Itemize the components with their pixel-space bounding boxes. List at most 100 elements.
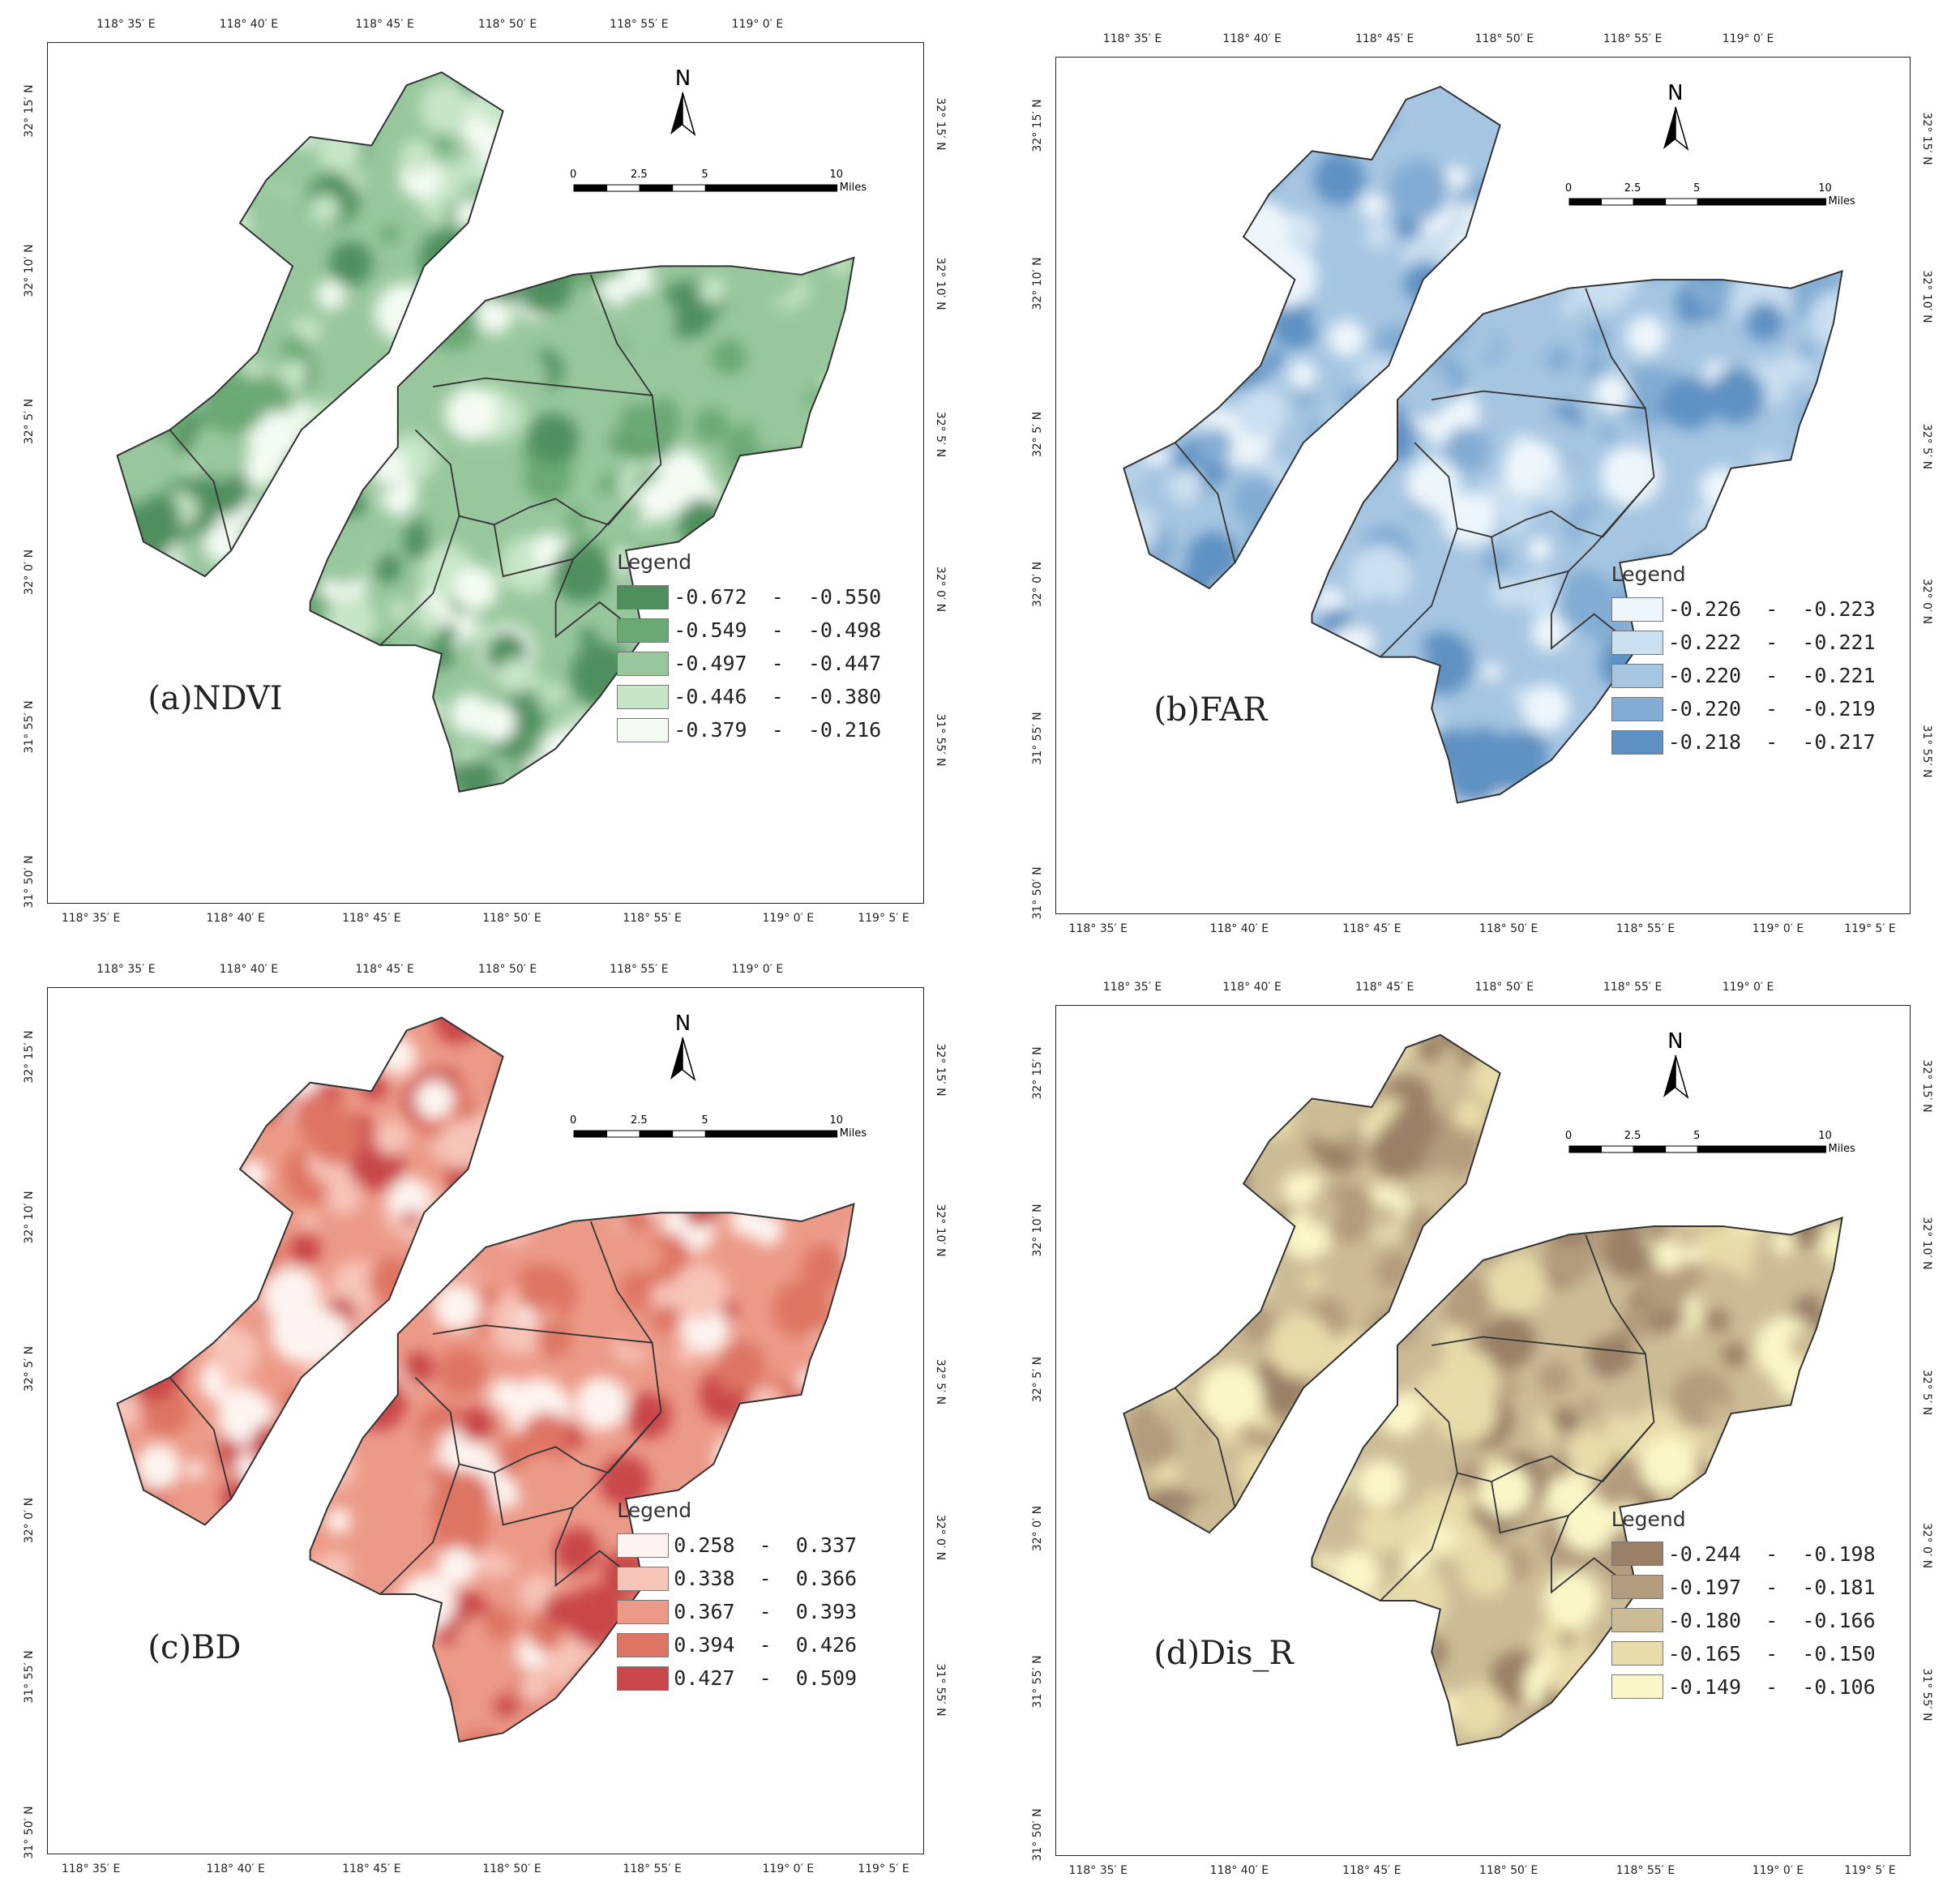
longitude-tick-top: 118° 35′ E (96, 18, 156, 31)
longitude-tick-top: 118° 45′ E (355, 18, 414, 31)
legend-item: -0.672 - -0.550 (617, 580, 881, 614)
scale-label: 2.5 (1624, 182, 1641, 195)
district-map (1123, 85, 1843, 804)
latitude-tick-left: 32° 15′ N (23, 84, 36, 138)
latitude-tick-left: 32° 5′ N (1031, 411, 1044, 457)
longitude-tick-bottom: 118° 55′ E (1616, 922, 1675, 935)
legend-swatch (617, 684, 670, 709)
district-boundary (1431, 1336, 1645, 1355)
legend-item: -0.226 - -0.223 (1611, 592, 1876, 626)
longitude-tick-top: 118° 40′ E (219, 18, 279, 31)
longitude-tick-top: 118° 35′ E (1102, 32, 1162, 45)
district-boundary (589, 274, 662, 465)
legend-range: -0.218 - -0.217 (1667, 730, 1876, 755)
longitude-tick-bottom: 118° 45′ E (342, 912, 401, 925)
longitude-tick-bottom: 118° 50′ E (1479, 922, 1538, 935)
legend-range: -0.244 - -0.198 (1667, 1542, 1876, 1566)
latitude-tick-left: 31° 50′ N (1031, 866, 1044, 920)
longitude-tick-top: 118° 45′ E (1354, 32, 1414, 45)
legend-title: Legend (617, 550, 692, 575)
latitude-tick-left: 32° 5′ N (1031, 1356, 1044, 1403)
longitude-tick-bottom: 119° 0′ E (1752, 1864, 1804, 1877)
latitude-tick-left: 32° 10′ N (1031, 1204, 1044, 1257)
latitude-tick-left: 31° 55′ N (1031, 712, 1044, 765)
legend-swatch (1611, 630, 1663, 655)
west-district-outline (1123, 1033, 1501, 1534)
legend-swatch (1611, 1674, 1663, 1699)
scale-bar: 0 2.5 5 10 Miles (1565, 181, 1874, 213)
longitude-tick-bottom: 118° 50′ E (482, 1862, 541, 1875)
legend-range: 0.367 - 0.393 (674, 1600, 858, 1624)
district-boundary (1431, 390, 1645, 409)
longitude-tick-top: 119° 0′ E (1722, 981, 1774, 994)
longitude-tick-top: 118° 55′ E (1603, 981, 1663, 994)
longitude-tick-top: 118° 40′ E (1222, 981, 1282, 994)
west-district-outline (116, 71, 504, 578)
longitude-tick-bottom: 119° 0′ E (1752, 922, 1804, 935)
latitude-tick-left: 31° 55′ N (23, 700, 36, 754)
scale-bar-graphic (1568, 198, 1826, 206)
longitude-tick-bottom: 118° 35′ E (61, 1862, 121, 1875)
latitude-tick-left: 32° 15′ N (23, 1030, 36, 1084)
longitude-tick-top: 119° 0′ E (731, 18, 784, 31)
legend-range: -0.549 - -0.498 (674, 618, 882, 643)
legend-swatch (1611, 729, 1663, 755)
scale-label: 0 (1564, 1130, 1573, 1143)
district-boundary (432, 377, 653, 396)
legend-title: Legend (617, 1499, 692, 1523)
panel-label: (a)NDVI (148, 679, 283, 717)
longitude-tick-bottom: 118° 55′ E (1616, 1864, 1675, 1877)
scale-bar-graphic (573, 1130, 838, 1138)
legend-item: -0.220 - -0.221 (1611, 659, 1876, 692)
map-panel-a: 118° 35′ E 118° 40′ E 118° 45′ E 118° 50′ E… (23, 18, 947, 925)
legend-item: -0.165 - -0.150 (1611, 1637, 1876, 1670)
longitude-tick-bottom: 118° 40′ E (1209, 922, 1269, 935)
longitude-tick-top: 118° 50′ E (1474, 981, 1534, 994)
latitude-tick-left: 31° 55′ N (1031, 1655, 1044, 1708)
longitude-tick-top: 119° 0′ E (1722, 32, 1774, 45)
latitude-tick-right: 31° 55′ N (934, 1663, 947, 1717)
longitude-tick-bottom: 118° 40′ E (206, 1862, 265, 1875)
longitude-tick-bottom: 118° 40′ E (1209, 1864, 1269, 1877)
district-boundary (1551, 1515, 1637, 1594)
longitude-tick-top: 118° 35′ E (1102, 981, 1162, 994)
north-letter: N (674, 66, 691, 91)
latitude-tick-right: 32° 15′ N (1920, 1059, 1933, 1113)
legend-title: Legend (1611, 1507, 1686, 1531)
latitude-tick-right: 32° 10′ N (1920, 1217, 1933, 1270)
scale-bar-graphic (573, 184, 838, 192)
longitude-tick-top: 118° 45′ E (1354, 981, 1414, 994)
legend-item: -0.180 - -0.166 (1611, 1604, 1876, 1637)
legend-range: -0.446 - -0.380 (674, 685, 882, 709)
legend-swatch (617, 1566, 670, 1591)
scale-label: 2.5 (630, 169, 648, 182)
district-boundary (1551, 571, 1637, 650)
legend-swatch (617, 584, 670, 609)
latitude-tick-right: 32° 5′ N (1920, 1369, 1933, 1415)
longitude-tick-bottom: 119° 5′ E (858, 912, 909, 925)
legend-range: 0.394 - 0.426 (674, 1633, 858, 1657)
scale-label: 5 (701, 1114, 708, 1127)
latitude-tick-left: 32° 0′ N (1031, 1505, 1044, 1551)
legend-swatch (617, 1666, 670, 1691)
scale-label: 2.5 (1624, 1130, 1641, 1143)
longitude-tick-top: 119° 0′ E (731, 963, 784, 976)
legend-item: -0.197 - -0.181 (1611, 1571, 1876, 1604)
panel-label: (b)FAR (1153, 691, 1268, 729)
longitude-tick-bottom: 118° 35′ E (1068, 922, 1128, 935)
latitude-tick-right: 32° 10′ N (934, 1204, 947, 1257)
legend-range: -0.165 - -0.150 (1667, 1641, 1876, 1666)
scale-label: 0 (570, 1114, 577, 1127)
legend-swatch (617, 1599, 670, 1624)
longitude-tick-bottom: 118° 50′ E (1479, 1864, 1538, 1877)
latitude-tick-right: 32° 0′ N (1920, 1522, 1933, 1568)
district-boundary (432, 1324, 653, 1344)
latitude-tick-left: 31° 50′ N (23, 1806, 36, 1859)
latitude-tick-right: 32° 10′ N (934, 257, 947, 310)
map-panel-d: 118° 35′ E 118° 40′ E 118° 45′ E 118° 50′ E… (1031, 981, 1933, 1877)
longitude-tick-bottom: 119° 0′ E (762, 912, 815, 925)
longitude-tick-bottom: 118° 35′ E (61, 912, 121, 925)
map-panel-b: 118° 35′ E 118° 40′ E 118° 45′ E 118° 50′ E… (1031, 32, 1933, 935)
legend-item: 0.427 - 0.509 (617, 1661, 857, 1695)
scale-label: 0 (570, 169, 577, 182)
